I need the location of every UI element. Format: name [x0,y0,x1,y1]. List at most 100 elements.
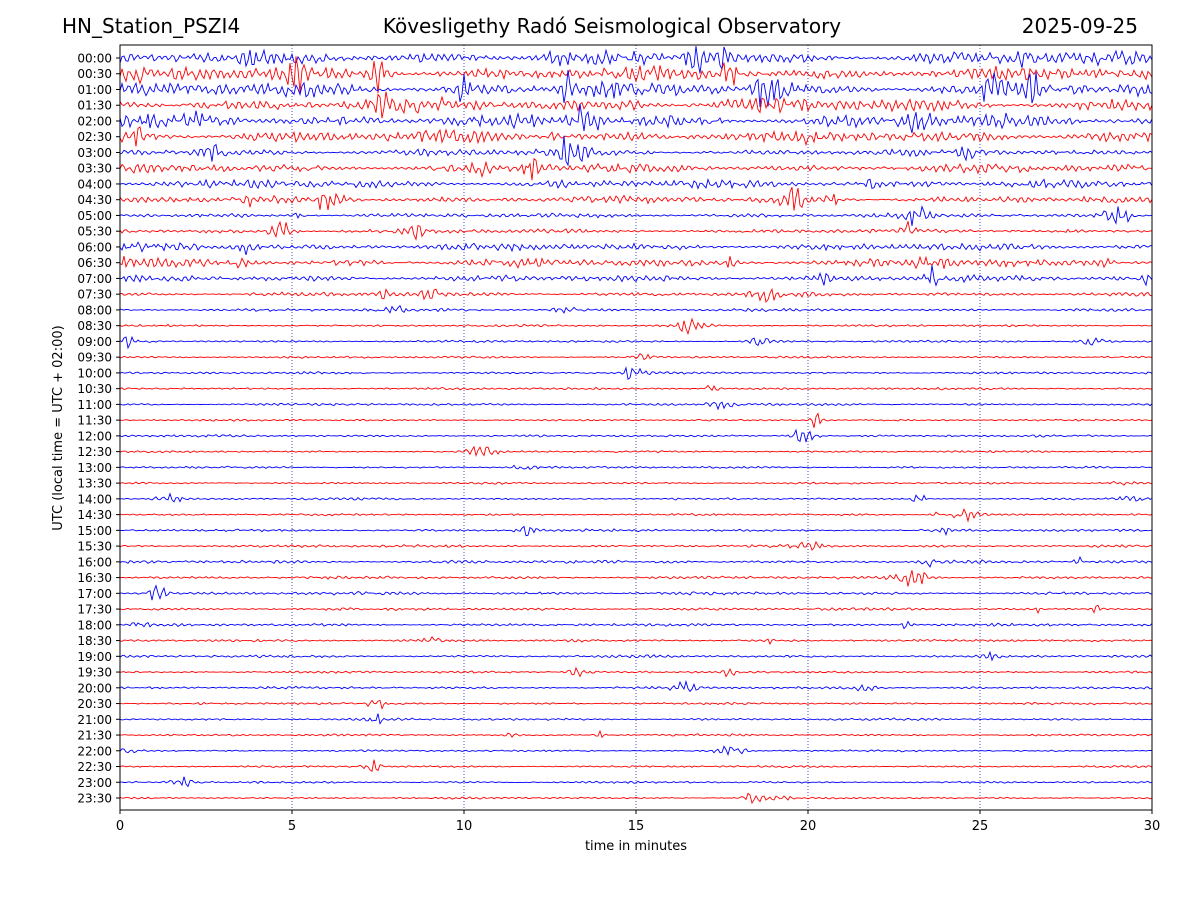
trace-0900 [119,335,1153,350]
x-tick-label: 30 [1144,819,1161,834]
x-tick-layer: 0 5 10 15 20 25 30 [116,810,1160,834]
y-tick-label: 01:00 [77,83,112,97]
trace-0400 [119,177,1153,190]
y-tick-label: 10:00 [77,366,112,380]
trace-0000 [119,45,1153,74]
y-tick-label: 16:30 [77,571,112,585]
x-tick-label: 10 [456,819,473,834]
trace-1200 [119,428,1153,443]
trace-1000 [119,366,1153,380]
y-tick-label: 14:00 [77,492,112,506]
y-tick-label: 19:30 [77,666,112,680]
x-tick-label: 0 [116,819,124,834]
y-tick-label: 18:00 [77,618,112,632]
record-date: 2025-09-25 [1021,14,1138,38]
trace-1800 [119,620,1153,630]
observatory-title: Kövesligethy Radó Seismological Observat… [382,14,842,38]
y-tick-label: 20:00 [77,681,112,695]
trace-0800 [119,304,1153,314]
y-tick-label: 15:30 [77,540,112,554]
trace-0430 [119,187,1153,211]
y-tick-label: 12:30 [77,445,112,459]
trace-2330 [119,792,1153,805]
y-tick-label: 01:30 [77,99,112,113]
y-tick-label: 08:00 [77,303,112,317]
trace-1700 [120,584,1153,601]
y-tick-label: 08:30 [77,319,112,333]
trace-0700 [119,265,1153,287]
y-tick-label: 21:30 [77,729,112,743]
trace-0630 [119,255,1153,270]
x-tick-label: 15 [628,819,645,834]
trace-1100 [119,401,1153,411]
x-axis-label: time in minutes [585,839,687,854]
trace-0500 [119,204,1153,226]
y-tick-label: 05:30 [77,225,112,239]
y-tick-label: 11:00 [77,398,112,412]
y-tick-label: 03:30 [77,162,112,176]
y-tick-label: 17:00 [77,587,112,601]
trace-0330 [119,157,1153,181]
y-tick-label: 22:00 [77,744,112,758]
y-tick-label: 18:30 [77,634,112,648]
y-tick-label: 09:00 [77,335,112,349]
y-tick-label: 07:00 [77,272,112,286]
trace-0600 [119,241,1153,256]
y-tick-label: 19:00 [77,650,112,664]
trace-1930 [119,666,1153,678]
x-tick-label: 5 [288,819,296,834]
trace-1500 [119,525,1153,537]
y-tick-label: 05:00 [77,209,112,223]
trace-1130 [119,412,1153,428]
trace-1400 [119,492,1153,503]
y-tick-label: 21:00 [77,713,112,727]
y-tick-label: 22:30 [77,760,112,774]
y-tick-label: 11:30 [77,414,112,428]
trace-0100 [119,70,1153,108]
y-tick-label: 15:00 [77,524,112,538]
trace-1530 [119,540,1153,551]
y-tick-label: 23:00 [77,776,112,790]
trace-1300 [119,464,1153,470]
y-tick-label: 00:00 [77,52,112,66]
y-tick-label: 04:30 [77,193,112,207]
x-tick-label: 20 [800,819,817,834]
trace-2030 [119,699,1153,710]
trace-1330 [119,480,1153,486]
y-tick-label: 00:30 [77,67,112,81]
y-tick-label: 13:00 [77,461,112,475]
trace-2300 [120,776,1153,788]
y-tick-label: 12:00 [77,429,112,443]
y-tick-label: 09:30 [77,351,112,365]
trace-1230 [119,445,1153,458]
trace-1830 [119,635,1153,646]
grid-layer [291,45,981,810]
y-tick-label: 02:00 [77,114,112,128]
trace-1030 [119,384,1152,392]
trace-0130 [119,91,1153,119]
trace-2100 [119,713,1153,725]
trace-0030 [119,56,1153,93]
trace-layer [119,45,1153,805]
trace-0230 [119,126,1153,147]
y-tick-label: 20:30 [77,697,112,711]
y-axis-label: UTC (local time = UTC + 02:00) [51,325,66,530]
y-tick-label: 23:30 [77,792,112,806]
trace-2000 [119,679,1153,693]
y-tick-label: 14:30 [77,508,112,522]
trace-0300 [119,135,1153,167]
y-tick-label: 06:00 [77,240,112,254]
x-tick-label: 25 [972,819,989,834]
y-tick-label: 02:30 [77,130,112,144]
y-tick-label: 03:00 [77,146,112,160]
trace-2130 [119,729,1153,739]
trace-1730 [119,604,1153,615]
trace-0830 [119,317,1153,336]
y-tick-label: 16:00 [77,555,112,569]
trace-2230 [119,759,1153,773]
y-tick-label: 07:30 [77,288,112,302]
y-tick-label: 17:30 [77,603,112,617]
trace-0200 [119,103,1153,134]
